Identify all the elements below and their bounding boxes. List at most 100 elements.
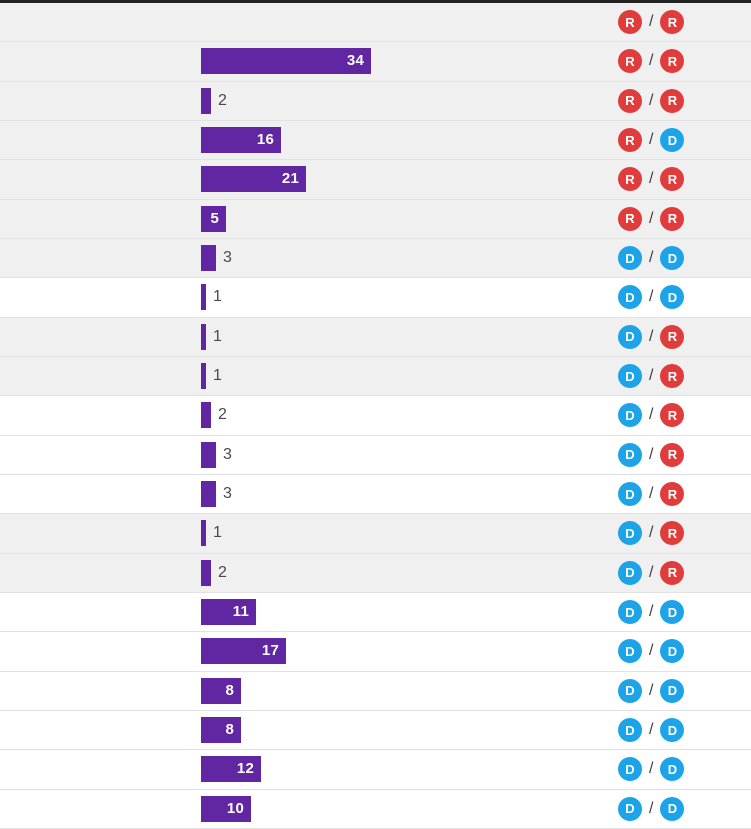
table-row: R / R [0, 3, 751, 43]
table-row: 17 D / D [0, 632, 751, 672]
bar: 5 [201, 205, 226, 232]
table-row: 3 D / R [0, 474, 751, 515]
badge-separator: / [649, 367, 654, 385]
bar-value-outside: 2 [218, 91, 227, 109]
party-badges: D / R [618, 324, 685, 349]
badge-separator: / [649, 249, 654, 267]
bar-value-outside: 2 [218, 563, 227, 581]
party-badges: R / R [618, 167, 685, 192]
party-badge-first: D [618, 718, 642, 743]
table-row: 1 D / R [0, 317, 751, 357]
party-badges: D / D [618, 678, 685, 703]
bar-value-outside: 2 [218, 406, 227, 424]
badge-separator: / [649, 642, 654, 660]
party-badge-second: D [660, 639, 685, 664]
party-badge-first: R [618, 206, 642, 231]
bar [201, 441, 216, 468]
table-row: 2 R / R [0, 81, 751, 121]
party-badge-second: R [660, 364, 685, 389]
bar-value-outside: 1 [213, 288, 222, 306]
party-badge-first: R [618, 10, 642, 35]
bar [201, 402, 211, 429]
table-row: 34 R / R [0, 42, 751, 82]
table-row: 3 D / R [0, 435, 751, 475]
bar: 11 [201, 599, 256, 626]
table-row: 2 D / R [0, 396, 751, 436]
bar: 17 [201, 638, 286, 665]
table-row: 21 R / R [0, 160, 751, 200]
party-badges: R / R [618, 10, 685, 35]
party-badge-first: D [618, 678, 642, 703]
party-badge-first: D [618, 403, 642, 428]
bar-value-outside: 3 [223, 445, 232, 463]
bar: 10 [201, 795, 251, 822]
bar [201, 520, 206, 547]
bar-value-outside: 1 [213, 524, 222, 542]
rows-container: R / R 34 R / R 2 R / R 16 R [0, 3, 751, 829]
bar: 34 [201, 48, 371, 75]
party-badge-first: R [618, 49, 642, 74]
party-badge-second: D [660, 128, 685, 153]
party-badge-second: R [660, 49, 685, 74]
bar: 12 [201, 756, 261, 783]
badge-separator: / [649, 485, 654, 503]
top-border [0, 0, 751, 3]
table-row: 11 D / D [0, 592, 751, 633]
badge-separator: / [649, 52, 654, 70]
bar-value-inside: 16 [256, 131, 274, 149]
bar-value-outside: 3 [223, 485, 232, 503]
party-badges: D / R [618, 442, 685, 467]
party-badges: D / R [618, 482, 685, 507]
party-badges: D / D [618, 285, 685, 310]
bar: 21 [201, 166, 306, 193]
bar: 16 [201, 127, 281, 154]
badge-separator: / [649, 524, 654, 542]
bar [201, 323, 206, 350]
party-badge-second: D [660, 600, 685, 625]
bar-value-inside: 11 [232, 603, 249, 621]
party-badge-first: D [618, 521, 642, 546]
party-badge-second: D [660, 285, 685, 310]
badge-separator: / [649, 760, 654, 778]
table-row: 8 D / D [0, 710, 751, 751]
badge-separator: / [649, 681, 654, 699]
party-badge-second: R [660, 88, 685, 113]
badge-separator: / [649, 288, 654, 306]
bar-value-outside: 3 [223, 249, 232, 267]
party-badge-first: D [618, 442, 642, 467]
badge-separator: / [649, 170, 654, 188]
bar [201, 363, 206, 390]
party-badge-first: R [618, 128, 642, 153]
party-badges: D / D [618, 796, 685, 821]
party-badges: D / R [618, 364, 685, 389]
party-badge-first: D [618, 639, 642, 664]
party-badge-second: R [660, 10, 685, 35]
bar-value-inside: 17 [261, 642, 279, 660]
table-row: 3 D / D [0, 238, 751, 279]
party-badges: R / D [618, 128, 685, 153]
party-badges: D / R [618, 403, 685, 428]
party-badge-first: D [618, 285, 642, 310]
party-badge-second: R [660, 324, 685, 349]
party-badge-first: D [618, 482, 642, 507]
party-badges: R / R [618, 206, 685, 231]
party-badge-first: D [618, 364, 642, 389]
party-badges: D / D [618, 757, 685, 782]
party-badge-first: R [618, 88, 642, 113]
party-badge-second: R [660, 521, 685, 546]
party-badges: D / R [618, 521, 685, 546]
party-badge-second: R [660, 560, 685, 585]
table-row: 5 R / R [0, 199, 751, 239]
badge-separator: / [649, 603, 654, 621]
bar [201, 559, 211, 586]
party-badge-first: D [618, 600, 642, 625]
party-badge-second: R [660, 403, 685, 428]
bar-value-outside: 1 [213, 367, 222, 385]
table-row: 1 D / R [0, 356, 751, 397]
bar-value-inside: 34 [346, 52, 364, 70]
badge-separator: / [649, 721, 654, 739]
badge-separator: / [649, 209, 654, 227]
party-badge-second: R [660, 442, 685, 467]
badge-separator: / [649, 563, 654, 581]
